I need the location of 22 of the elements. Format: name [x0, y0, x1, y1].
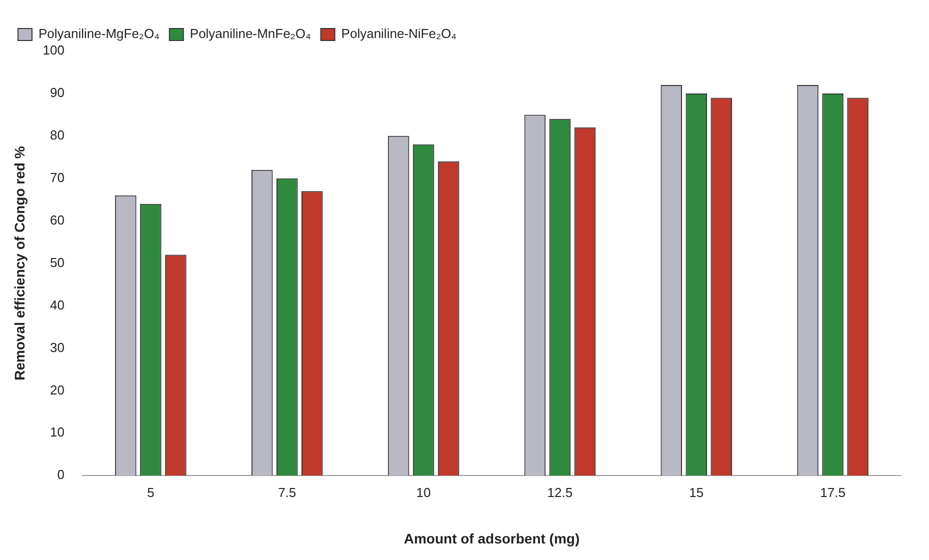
- legend-label: Polyaniline-MgFe₂O₄: [38, 26, 160, 42]
- x-tick-label: 5: [147, 484, 154, 500]
- x-tick-label: 12.5: [547, 484, 573, 500]
- x-tick-label: 17.5: [820, 484, 846, 500]
- x-axis-title: Amount of adsorbent (mg): [404, 530, 580, 546]
- y-tick-label: 10: [50, 424, 64, 440]
- x-tick-label: 7.5: [278, 484, 296, 500]
- legend-label: Polyaniline-NiFe₂O₄: [341, 26, 456, 42]
- y-tick-label: 50: [50, 254, 64, 270]
- x-tick-label: 10: [416, 484, 431, 500]
- y-tick-label: 20: [50, 382, 64, 398]
- legend-label: Polyaniline-MnFe₂O₄: [190, 26, 311, 42]
- y-tick-label: 40: [50, 297, 64, 312]
- y-axis-title: Removal efficiency of Congo red %: [11, 146, 28, 380]
- x-tick-label: 15: [689, 484, 704, 500]
- y-tick-label: 30: [50, 340, 64, 355]
- y-tick-label: 80: [50, 128, 64, 142]
- y-tick-label: 100: [42, 42, 64, 58]
- y-tick-label: 70: [50, 170, 64, 185]
- y-tick-label: 60: [50, 212, 64, 228]
- y-tick-label: 0: [57, 467, 64, 482]
- y-tick-label: 90: [50, 85, 64, 100]
